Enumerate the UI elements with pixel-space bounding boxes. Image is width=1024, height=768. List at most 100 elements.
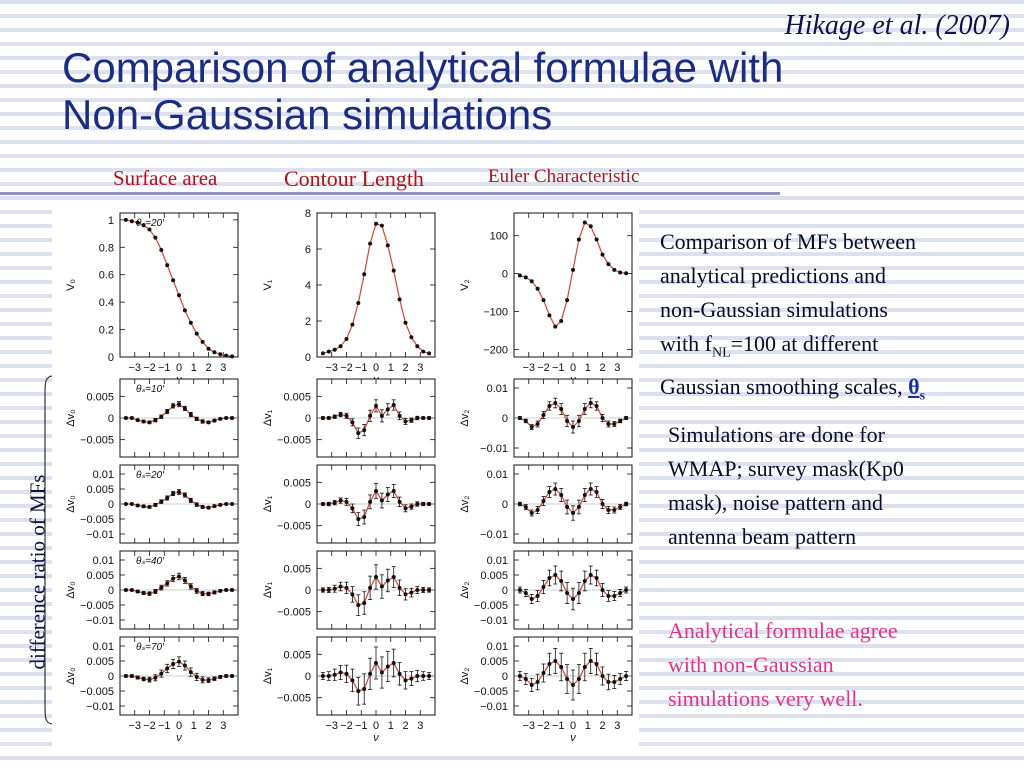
data-point (165, 496, 170, 500)
data-point (421, 416, 426, 420)
data-point (541, 499, 546, 503)
y-tick-label: 0 (502, 499, 508, 511)
data-point (582, 407, 587, 411)
data-point (409, 335, 414, 340)
x-tick-label: 2 (402, 362, 408, 374)
data-point (230, 674, 235, 678)
y-tick-label: 0.005 (283, 563, 311, 575)
data-point (374, 661, 378, 665)
mf-panel-0-0: 00.20.40.60.81−3−2−10123νV₀θₛ=20′ (65, 212, 239, 386)
data-point (409, 590, 414, 595)
data-point (379, 413, 384, 418)
panel-frame (513, 212, 633, 358)
x-tick-label: 0 (373, 720, 379, 732)
data-point (547, 404, 552, 408)
data-point (535, 422, 540, 426)
x-tick-label: 3 (220, 362, 226, 374)
x-tick-label: 3 (614, 362, 620, 374)
data-point (206, 505, 211, 510)
data-point (576, 677, 581, 681)
data-point (606, 262, 611, 267)
data-point (547, 662, 552, 666)
text1-line3: non-Gaussian simulations (660, 297, 888, 322)
data-point (547, 313, 552, 318)
data-point (559, 493, 564, 497)
data-point (576, 237, 581, 242)
data-point (529, 425, 534, 429)
data-point (177, 293, 181, 298)
data-point (397, 671, 402, 676)
y-tick-label: −0.005 (80, 600, 114, 612)
data-point (129, 674, 134, 678)
data-point (194, 674, 199, 679)
x-tick-label: −1 (355, 720, 368, 732)
data-point (177, 490, 181, 494)
data-point (200, 339, 205, 344)
data-point (421, 588, 426, 592)
column-label-euler-characteristic: Euler Characteristic (488, 166, 640, 187)
data-point (212, 418, 217, 423)
mf-panel-2-0: −0.01 −0.005 0 0.005 0.01 Δv₀ θₛ=20′ (65, 464, 239, 544)
data-point (379, 498, 384, 503)
y-tick-label: 0.005 (86, 484, 114, 496)
y-tick-label: 1 (108, 215, 114, 227)
y-tick-label: 8 (305, 208, 311, 220)
data-point (188, 412, 193, 417)
y-axis-label: Δv₁ (262, 409, 274, 426)
data-point (200, 591, 205, 596)
y-tick-label: 0 (305, 671, 311, 683)
data-point (415, 344, 420, 349)
y-tick-label: 0 (108, 413, 114, 425)
y-tick-label: −100 (483, 307, 508, 319)
data-point (153, 589, 158, 594)
x-tick-label: −3 (325, 362, 338, 374)
x-tick-label: −1 (158, 362, 171, 374)
panel-annotation: θₛ=20′ (136, 470, 165, 481)
data-point (385, 492, 390, 497)
data-point (624, 674, 629, 678)
data-point (159, 671, 164, 676)
data-point (541, 585, 546, 589)
data-point (565, 677, 570, 681)
data-point (565, 505, 570, 509)
data-point (147, 677, 152, 682)
data-point (588, 573, 593, 577)
x-tick-label: −2 (340, 720, 353, 732)
y-tick-label: 0.01 (487, 641, 508, 653)
panel-annotation: θₛ=40′ (136, 556, 165, 567)
y-tick-label: 0.2 (99, 325, 114, 337)
mf-panel-2-2: −0.01 0 0.01 Δv₂ (459, 464, 633, 544)
mf-panel-3-0: −0.01 −0.005 0 0.005 0.01 Δv₀ θₛ=40′ (65, 550, 239, 630)
data-point (553, 401, 558, 405)
data-point (326, 588, 331, 592)
data-point (356, 689, 361, 694)
y-tick-label: 0.005 (283, 391, 311, 403)
y-tick-label: 0 (108, 499, 114, 511)
data-point (379, 584, 384, 589)
data-point (600, 252, 605, 257)
data-point (559, 665, 564, 669)
data-point (350, 420, 355, 425)
data-point (206, 591, 211, 596)
data-point (171, 278, 176, 283)
data-point (147, 227, 152, 232)
data-point (565, 298, 570, 303)
column-label-contour-length: Contour Length (284, 166, 424, 191)
y-axis-label: Δv₁ (262, 667, 274, 684)
text1-line4-pre: with f (660, 331, 712, 356)
data-point (344, 671, 349, 676)
data-point (320, 502, 325, 506)
mf-panel-3-2: −0.01 −0.005 0 0.005 0.01 Δv₂ (459, 550, 633, 630)
y-tick-label: 0.005 (283, 477, 311, 489)
x-tick-label: −1 (355, 362, 368, 374)
data-point (529, 279, 534, 284)
data-point (188, 498, 193, 503)
data-point (582, 665, 587, 669)
data-point (415, 416, 420, 420)
x-tick-label: −3 (522, 720, 535, 732)
data-point (338, 584, 343, 589)
data-point (230, 416, 235, 420)
data-point (123, 674, 128, 678)
x-tick-label: 2 (599, 362, 605, 374)
data-point (535, 594, 540, 598)
